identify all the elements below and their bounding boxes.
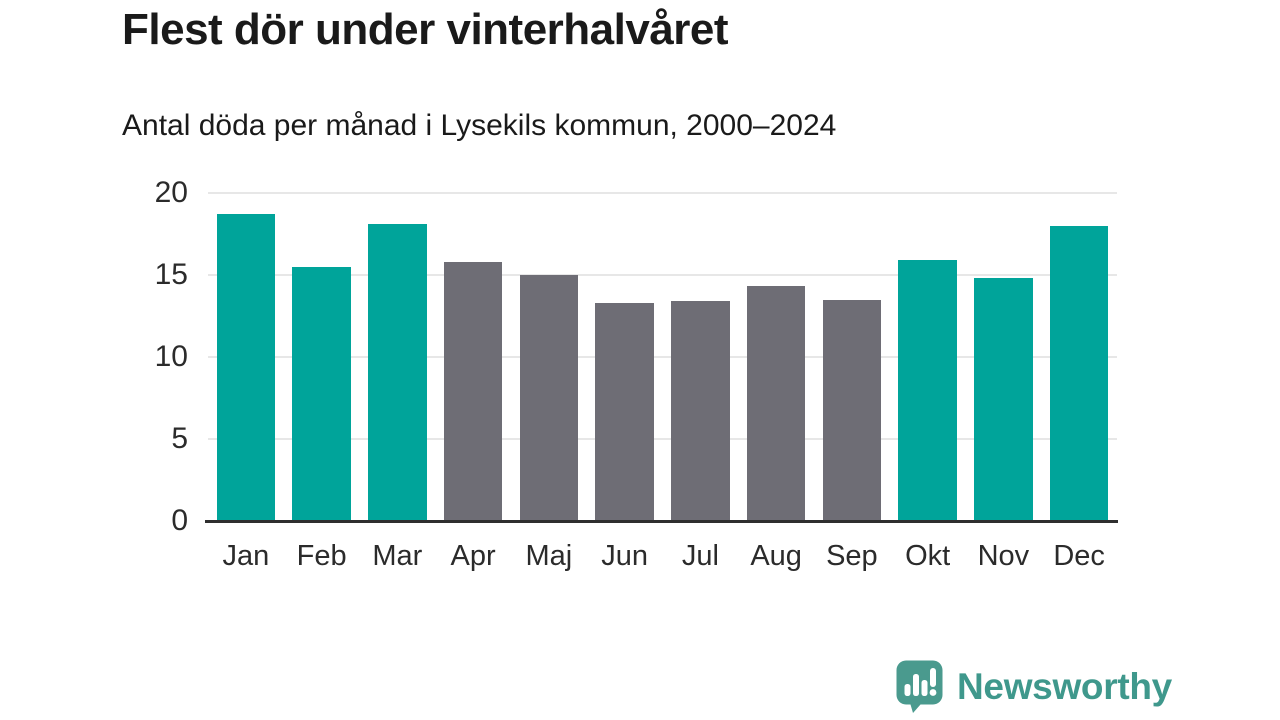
bar-mar: [368, 224, 427, 521]
y-tick-0: 0: [171, 504, 188, 537]
chart-title: Flest dör under vinterhalvåret: [122, 5, 729, 54]
y-tick-10: 10: [154, 340, 188, 373]
bar-slot-jan: [208, 193, 284, 521]
plot-area: [205, 192, 1118, 523]
x-label-jun: Jun: [601, 540, 648, 572]
bar-jul: [671, 301, 730, 521]
y-axis-labels: 0 5 10 15 20: [100, 178, 198, 536]
bar-aug: [746, 286, 806, 521]
x-label-okt: Okt: [905, 540, 951, 572]
bar-slot-mar: [360, 193, 436, 521]
x-label-jul: Jul: [681, 540, 719, 572]
bar-okt: [898, 260, 957, 521]
bar-slot-apr: [435, 193, 511, 521]
bar-jun: [595, 302, 654, 521]
y-tick-15: 15: [154, 258, 188, 291]
bar-slot-jul: [663, 193, 739, 521]
bar-slot-sep: [814, 193, 890, 521]
logo-exclamation-bar: [930, 668, 936, 687]
bar-slot-nov: [966, 193, 1042, 521]
bar-slot-dec: [1041, 193, 1117, 521]
gridline-10: [208, 356, 1117, 358]
bar-sep: [822, 299, 882, 521]
bar-nov: [974, 278, 1033, 521]
brand-name: Newsworthy: [957, 665, 1172, 707]
x-axis-line: [205, 520, 1118, 523]
logo-exclamation-dot: [929, 689, 937, 696]
bar-maj: [519, 275, 579, 521]
gridline-20: [208, 192, 1117, 194]
y-tick-5: 5: [171, 422, 188, 455]
logo-bar-short: [904, 684, 911, 696]
x-label-dec: Dec: [1053, 540, 1105, 572]
x-label-aug: Aug: [750, 540, 802, 572]
y-tick-20: 20: [154, 176, 188, 209]
bar-jan: [216, 214, 276, 521]
logo-bar-medium: [921, 680, 928, 696]
bar-slot-jun: [587, 193, 663, 521]
x-label-sep: Sep: [826, 540, 878, 572]
newsworthy-logo-icon: [896, 660, 943, 713]
logo-bar-tall: [913, 674, 919, 696]
chart-subtitle: Antal döda per månad i Lysekils kommun, …: [122, 109, 837, 142]
bar-feb: [292, 266, 351, 521]
bar-slot-okt: [890, 193, 966, 521]
x-label-jan: Jan: [222, 540, 270, 572]
gridline-5: [208, 438, 1117, 440]
x-label-feb: Feb: [296, 540, 347, 572]
x-axis-labels: Jan Feb Mar Apr Maj Jun Jul Aug Sep Okt Nov Dec: [208, 540, 1117, 573]
bar-slot-maj: [511, 193, 587, 521]
bar-slot-aug: [738, 193, 814, 521]
x-label-nov: Nov: [977, 540, 1030, 572]
x-label-apr: Apr: [450, 540, 496, 572]
bar-dec: [1049, 225, 1109, 521]
bar-slot-feb: [284, 193, 360, 521]
x-label-mar: Mar: [372, 540, 423, 572]
bar-apr: [443, 261, 503, 521]
brand-footer: Newsworthy: [895, 659, 1172, 714]
x-label-maj: Maj: [525, 540, 573, 572]
bars-container: [208, 193, 1117, 521]
gridline-15: [208, 274, 1117, 276]
